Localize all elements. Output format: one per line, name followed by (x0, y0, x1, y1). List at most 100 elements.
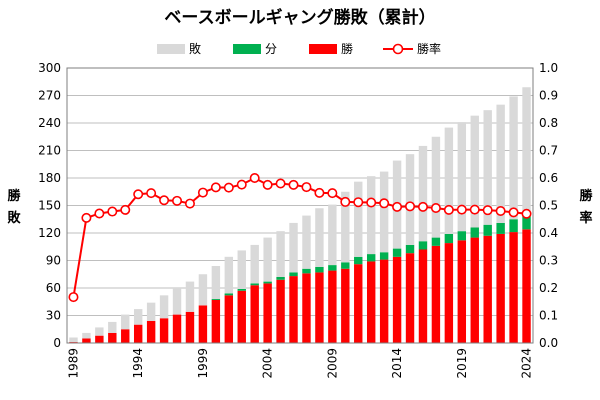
bar-loss (172, 288, 182, 315)
rate-point (146, 188, 157, 199)
axes (66, 67, 534, 344)
chart-title: ベースボールギャング勝敗（累計） (164, 7, 435, 28)
bar-draw (418, 241, 428, 250)
bar-loss (198, 274, 208, 306)
legend-marker-rate (392, 43, 404, 55)
rate-point (94, 208, 105, 219)
left-tick-label: 210 (38, 144, 61, 158)
bar-win (224, 295, 234, 343)
bar-win (418, 249, 428, 343)
rate-point (417, 201, 428, 212)
bar-win (289, 276, 298, 343)
left-tick-label: 90 (46, 254, 61, 268)
bar-draw (315, 266, 324, 273)
bar-loss (82, 332, 91, 339)
rate-point (288, 179, 299, 190)
bar-win (405, 253, 415, 343)
bar-draw (263, 281, 272, 284)
bar-win (483, 235, 492, 343)
bar-loss (146, 302, 156, 321)
bar-loss (133, 309, 143, 325)
rate-point (508, 207, 519, 218)
rate-point (340, 196, 351, 207)
legend-swatch-loss (157, 44, 185, 54)
bar-draw (470, 227, 479, 238)
bar-win (159, 318, 169, 343)
rate-point (120, 204, 131, 215)
bar-win (211, 299, 221, 343)
rate-point (262, 179, 273, 190)
right-tick-label: 0.1 (539, 309, 558, 323)
rate-point (482, 205, 493, 216)
bar-loss (379, 171, 389, 253)
bar-win (522, 229, 531, 343)
bar-draw (509, 219, 518, 233)
rate-series (68, 173, 532, 303)
legend-label-loss: 敗 (189, 41, 201, 56)
bar-draw (483, 224, 492, 236)
bar-loss (108, 321, 117, 333)
bar-win (121, 329, 130, 343)
right-tick-label: 0.6 (539, 171, 558, 185)
bars (69, 87, 531, 343)
rate-point (68, 292, 79, 303)
left-axis-title-2: 敗 (7, 210, 21, 226)
bar-win (315, 272, 324, 343)
left-tick-label: 240 (38, 116, 61, 130)
bar-win (263, 283, 272, 343)
bar-loss (276, 231, 285, 277)
bar-draw (379, 252, 389, 260)
rate-point (301, 182, 312, 193)
bar-win (133, 324, 143, 343)
bar-win (185, 311, 195, 343)
rate-point (469, 204, 480, 215)
bar-draw (328, 265, 337, 271)
legend-swatch-win (309, 44, 337, 54)
bar-draw (250, 283, 259, 286)
rate-point (405, 201, 416, 212)
left-tick-label: 0 (53, 336, 61, 350)
right-axis-title-2: 率 (579, 210, 592, 226)
bar-loss (185, 281, 195, 312)
bar-loss (250, 244, 259, 284)
rate-point (392, 201, 403, 212)
left-tick-label: 120 (38, 226, 61, 240)
bar-loss (315, 208, 324, 267)
bar-loss (431, 136, 441, 238)
bar-win (95, 335, 104, 343)
bar-win (366, 261, 376, 343)
bar-loss (237, 250, 246, 289)
legend-label-rate: 勝率 (417, 41, 441, 56)
bar-draw (457, 231, 467, 241)
rate-point (159, 195, 170, 206)
right-axis-ticks: 0.0 0.1 0.2 0.3 0.4 0.5 0.6 0.7 0.8 0.9 1.0 (539, 61, 558, 350)
right-tick-label: 0.7 (539, 144, 558, 158)
rate-point (314, 187, 325, 198)
bar-loss (366, 176, 376, 255)
bar-draw (431, 237, 441, 246)
bar-win (392, 256, 402, 343)
rate-point (379, 198, 390, 209)
legend-label-draw: 分 (265, 42, 277, 56)
bar-loss (483, 110, 492, 225)
bar-win (341, 268, 350, 343)
bar-win (354, 264, 363, 343)
bar-loss (522, 87, 531, 216)
bar-win (444, 243, 454, 343)
bar-win (431, 245, 441, 343)
rate-point (236, 179, 247, 190)
left-tick-label: 60 (46, 281, 61, 295)
bar-loss (211, 266, 221, 299)
rate-point (184, 198, 195, 209)
bar-draw (224, 293, 234, 296)
left-tick-label: 180 (38, 171, 61, 185)
rate-point (107, 206, 118, 217)
bar-draw (405, 244, 415, 254)
legend-swatch-draw (233, 44, 261, 54)
bar-loss (457, 122, 467, 232)
left-tick-label: 30 (46, 309, 61, 323)
bar-draw (276, 277, 285, 280)
bar-win (276, 279, 285, 343)
bar-win (146, 321, 156, 343)
